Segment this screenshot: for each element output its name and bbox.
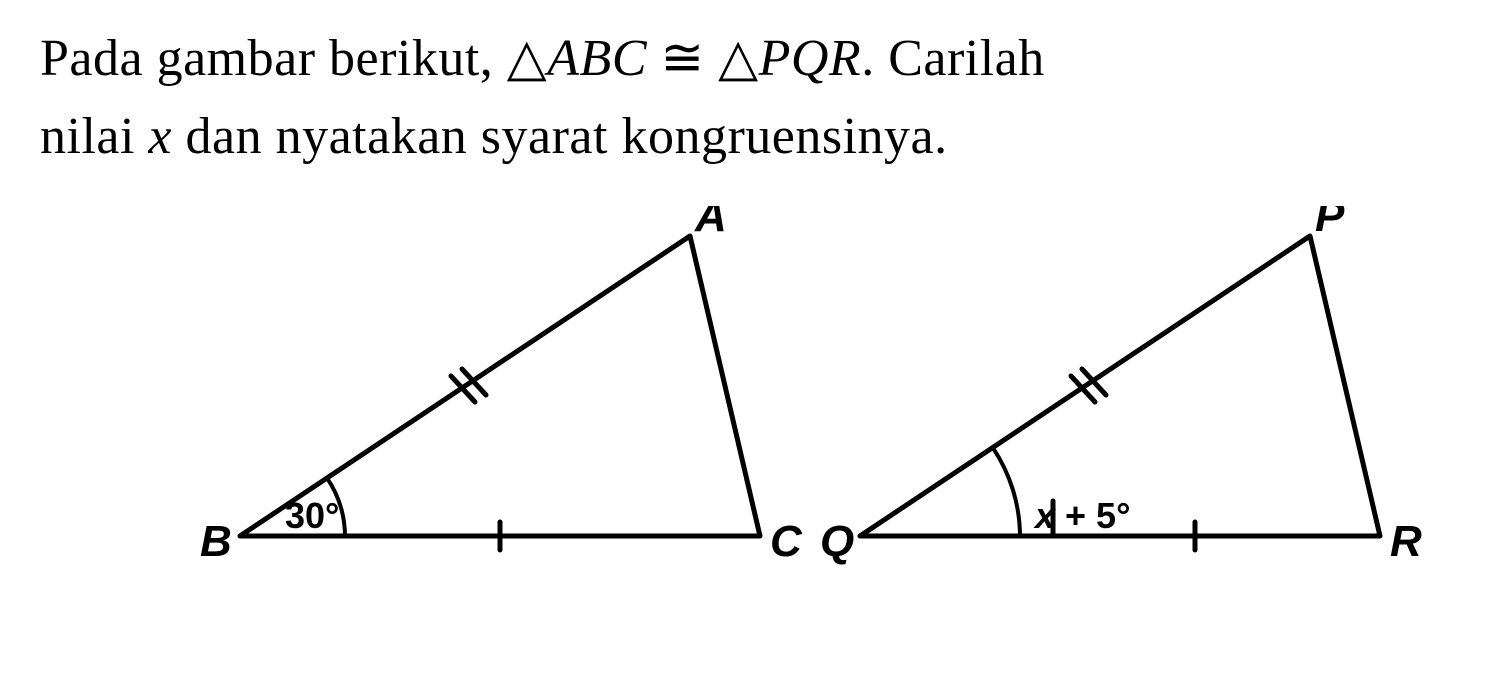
triangle-abc: ABC — [547, 30, 647, 87]
text-segment: nilai — [40, 108, 148, 165]
triangle-pqr-figure: P Q R x + 5° — [820, 206, 1440, 606]
angle-arc-q — [993, 448, 1020, 536]
triangle-abc-figure: A B C 30° — [200, 206, 820, 606]
angle-x5-label: x + 5° — [1033, 495, 1130, 536]
vertex-b-label: B — [200, 517, 232, 566]
triangle-symbol: △ — [507, 30, 548, 87]
problem-statement: Pada gambar berikut, △ABC ≅ △PQR. Carila… — [40, 20, 1466, 176]
triangle-abc-path — [240, 236, 760, 536]
svg-text:x + 5°: x + 5° — [1033, 495, 1130, 536]
text-segment: Pada gambar berikut, — [40, 30, 507, 87]
triangle-symbol: △ — [718, 30, 759, 87]
vertex-r-label: R — [1390, 517, 1422, 566]
congruent-symbol: ≅ — [647, 30, 718, 87]
variable-x: x — [148, 108, 172, 165]
vertex-a-label: A — [694, 206, 727, 241]
vertex-q-label: Q — [820, 517, 854, 566]
text-segment: dan nyatakan syarat kongruensinya. — [172, 108, 948, 165]
figures-container: A B C 30° P Q R x + 5° — [40, 206, 1466, 626]
text-segment: . Carilah — [861, 30, 1045, 87]
vertex-p-label: P — [1315, 206, 1345, 241]
angle-30-label: 30° — [285, 495, 339, 536]
vertex-c-label: C — [770, 517, 803, 566]
triangle-pqr: PQR — [759, 30, 862, 87]
triangle-pqr-path — [860, 236, 1380, 536]
